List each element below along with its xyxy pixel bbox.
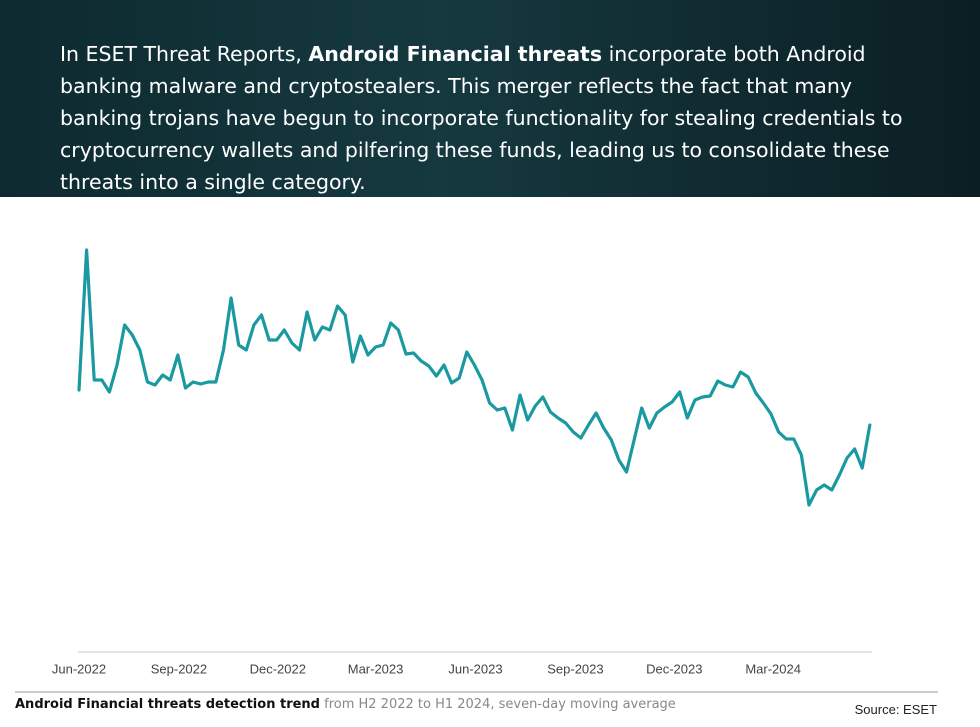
caption-subtitle: from H2 2022 to H1 2024, seven-day movin… — [319, 697, 676, 712]
x-tick-label: Sep-2022 — [151, 661, 207, 676]
caption: Android Financial threats detection tren… — [15, 697, 676, 712]
intro-text-start: In ESET Threat Reports, — [60, 42, 309, 66]
intro-text: In ESET Threat Reports, Android Financia… — [60, 38, 940, 198]
intro-text-bold: Android Financial threats — [308, 42, 603, 66]
header-banner: In ESET Threat Reports, Android Financia… — [0, 0, 980, 197]
source: Source: ESET — [854, 702, 937, 717]
x-tick-label: Mar-2024 — [745, 661, 801, 676]
x-tick-label: Dec-2022 — [250, 661, 306, 676]
x-tick-label: Sep-2023 — [547, 661, 603, 676]
caption-title: Android Financial threats detection tren… — [15, 697, 320, 712]
trend-line — [77, 248, 872, 507]
x-tick-label: Mar-2023 — [348, 661, 404, 676]
x-tick-label: Jun-2022 — [52, 661, 106, 676]
intro-text-end: incorporate both Android banking malware… — [60, 42, 903, 194]
x-tick-label: Jun-2023 — [448, 661, 502, 676]
x-tick-label: Dec-2023 — [646, 661, 702, 676]
